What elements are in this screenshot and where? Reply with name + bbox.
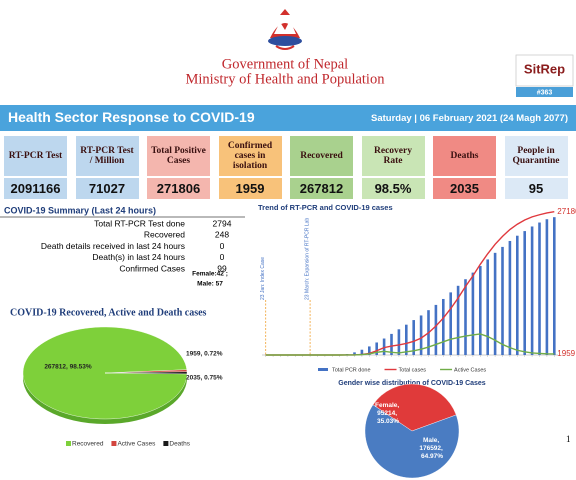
legend-label: Recovered (72, 441, 104, 448)
data-label: Male, 176592, 64.97% (419, 437, 444, 460)
annotation: 23 March: Expansion of RT-PCR Lab (304, 218, 310, 300)
data-label: 2035, 0.75% (186, 375, 223, 382)
summary-value: 2794 (213, 218, 232, 228)
card-value: 98.5% (361, 178, 425, 199)
data-label: Female, 95214, 35.03% (375, 402, 401, 425)
bar (456, 285, 460, 355)
badge-box (515, 54, 574, 87)
card-label: People in Quarantine (504, 136, 568, 176)
bar (434, 304, 438, 355)
card-label: Recovered (290, 136, 353, 176)
bar (471, 272, 475, 355)
bar (523, 231, 526, 355)
chart-title: COVID-19 Recovered, Active and Death cas… (10, 307, 207, 318)
summary-value: 99 (217, 263, 227, 273)
card-value: 95 (504, 178, 568, 199)
card-value: 71027 (75, 178, 139, 199)
legend-swatch (163, 441, 169, 446)
summary-value: 248 (215, 230, 229, 240)
card-value: 1959 (218, 178, 282, 199)
issue-box (516, 87, 573, 97)
summary-label: Recovered (144, 230, 185, 240)
bar (419, 315, 423, 355)
bar (516, 235, 519, 355)
pie-slice (372, 383, 457, 432)
bar (493, 252, 497, 355)
legend-label: Total PCR done (332, 367, 371, 373)
bar (412, 320, 415, 355)
bar (479, 266, 482, 355)
banner (0, 105, 576, 131)
badge: SitRep (524, 61, 565, 76)
bar (508, 240, 512, 355)
annotation: 23 Jan: Index Case (260, 257, 266, 300)
bar (405, 324, 408, 355)
data-label: 1959 (557, 349, 575, 358)
summary-label: Death details received in last 24 hours (41, 241, 185, 251)
card-value: 2035 (433, 178, 496, 199)
bar (382, 338, 386, 355)
card-value: 267812 (290, 178, 353, 199)
summary-label: Total RT-PCR Test done (94, 218, 185, 228)
bar (390, 333, 393, 355)
bar (538, 222, 541, 355)
card-label: RT-PCR Test / Million (75, 136, 139, 176)
summary-value: 0 (220, 241, 225, 251)
legend-swatch (318, 368, 328, 371)
emblem (268, 9, 302, 50)
legend-label: Active Cases (454, 367, 486, 373)
legend-swatch (111, 441, 117, 446)
chart-title: Gender wise distribution of COVID-19 Cas… (338, 380, 486, 387)
summary-label: Death(s) in last 24 hours (92, 252, 185, 262)
banner-date: Saturday | 06 February 2021 (24 Magh 207… (371, 113, 568, 124)
bar (375, 342, 378, 355)
bar (368, 346, 371, 355)
data-label: 271806 (557, 207, 576, 216)
page-number: 1 (566, 434, 571, 444)
line (265, 333, 555, 356)
issue: #363 (537, 89, 553, 96)
card-value: 271806 (147, 178, 210, 199)
summary-male: Male: 57 (197, 281, 223, 288)
bar (360, 349, 364, 355)
bar (442, 298, 445, 355)
pie-slice (364, 404, 460, 479)
bar (353, 352, 356, 355)
chart-title: Trend of RT-PCR and COVID-19 cases (258, 203, 393, 212)
bar (449, 292, 452, 355)
pie-slice (104, 371, 188, 375)
card-label: RT-PCR Test (4, 136, 67, 176)
card-label: Confirmed cases in isolation (218, 136, 282, 176)
card-label: Recovery Rate (361, 136, 425, 176)
bar (530, 226, 534, 355)
legend-label: Active Cases (117, 441, 156, 448)
legend-swatch (66, 441, 71, 446)
legend-label: Total cases (399, 367, 427, 373)
summary-value: 0 (220, 252, 225, 262)
data-label: 267812, 98.53% (44, 364, 92, 371)
header-subtitle: Ministry of Health and Population (186, 71, 386, 87)
legend-label: Deaths (169, 441, 190, 448)
card-label: Total Positive Cases (147, 136, 210, 176)
bar (486, 259, 489, 355)
bar (397, 329, 401, 355)
bar (464, 279, 467, 355)
bar (501, 246, 504, 355)
summary-female: Female:42 ; (192, 271, 228, 278)
data-label: 1959, 0.72% (186, 351, 223, 358)
banner-title: Health Sector Response to COVID-19 (8, 109, 255, 125)
summary-title: COVID-19 Summary (Last 24 hours) (4, 205, 156, 215)
card-value: 2091166 (4, 178, 67, 199)
summary-label: Confirmed Cases (119, 263, 185, 273)
bar (545, 219, 549, 355)
header-title: Government of Nepal (222, 56, 348, 72)
card-label: Deaths (433, 136, 496, 176)
bar (553, 217, 556, 355)
